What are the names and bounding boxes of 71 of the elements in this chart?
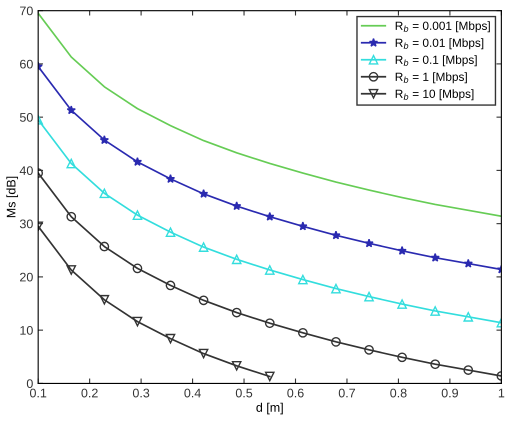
- y-tick-label: 10: [20, 326, 33, 335]
- point: [298, 328, 308, 338]
- point: [132, 264, 142, 274]
- x-axis-title: d [m]: [256, 402, 283, 414]
- point: [100, 294, 110, 305]
- point: [364, 238, 374, 248]
- x-tick-label: 0.3: [132, 388, 150, 398]
- legend-label: R$_{b}$ = 0.1 [Mbps]: [396, 55, 477, 66]
- point: [66, 212, 76, 222]
- point: [430, 359, 440, 370]
- point: [232, 308, 242, 318]
- point: [232, 360, 242, 371]
- y-tick-label: 50: [20, 112, 33, 122]
- point: [463, 312, 474, 322]
- point: [331, 230, 341, 240]
- point: [397, 299, 407, 309]
- point: [430, 306, 440, 316]
- point: [166, 227, 176, 238]
- point: [198, 242, 208, 252]
- legend-label: R$_{b}$ = 1 [Mbps]: [396, 72, 467, 84]
- x-tick-label: 0.2: [81, 388, 98, 398]
- legend-label: R$_{b}$ = 0.001 [Mbps]: [396, 21, 490, 32]
- point: [232, 201, 242, 210]
- point: [265, 212, 274, 221]
- point: [364, 344, 374, 355]
- legend-label: R$_{b}$ = 0.01 [Mbps]: [396, 38, 484, 50]
- point: [166, 334, 176, 344]
- point: [132, 210, 142, 220]
- point: [464, 258, 473, 268]
- point: [331, 337, 341, 347]
- point: [198, 348, 208, 358]
- x-tick-label: 0.9: [442, 388, 458, 398]
- point: [100, 135, 110, 144]
- legend-label: R$_{b}$ = 10 [Mbps]: [396, 89, 474, 100]
- point: [166, 174, 176, 183]
- point: [397, 246, 407, 255]
- point: [397, 352, 407, 362]
- point: [66, 105, 76, 114]
- point: [232, 254, 242, 264]
- point: [298, 274, 308, 284]
- x-tick-label: 0.7: [338, 388, 356, 398]
- x-tick-label: 1: [498, 388, 504, 398]
- point: [264, 318, 275, 328]
- x-tick-label: 0.1: [30, 388, 46, 398]
- point: [166, 280, 176, 290]
- point: [132, 316, 142, 326]
- point: [66, 158, 76, 168]
- y-tick-label: 70: [20, 6, 33, 16]
- point: [198, 188, 208, 198]
- point: [463, 365, 474, 375]
- y-tick-label: 30: [20, 219, 33, 228]
- point: [298, 221, 308, 230]
- x-tick-label: 0.4: [184, 388, 201, 398]
- y-tick-label: 40: [20, 166, 33, 176]
- y-tick-label: 20: [20, 272, 33, 282]
- x-tick-label: 0.8: [390, 388, 407, 398]
- point: [100, 242, 110, 252]
- point: [264, 265, 275, 275]
- x-tick-label: 0.5: [236, 388, 252, 398]
- y-tick-label: 0: [26, 379, 33, 388]
- point: [132, 157, 142, 166]
- point: [100, 188, 110, 198]
- x-tick-label: 0.6: [287, 388, 304, 398]
- point: [264, 372, 275, 382]
- y-tick-label: 60: [20, 60, 33, 69]
- point: [66, 265, 76, 275]
- point: [198, 295, 208, 306]
- point: [364, 292, 374, 302]
- y-axis-title: Ms [dB]: [6, 176, 18, 218]
- point: [331, 284, 341, 294]
- point: [430, 252, 440, 262]
